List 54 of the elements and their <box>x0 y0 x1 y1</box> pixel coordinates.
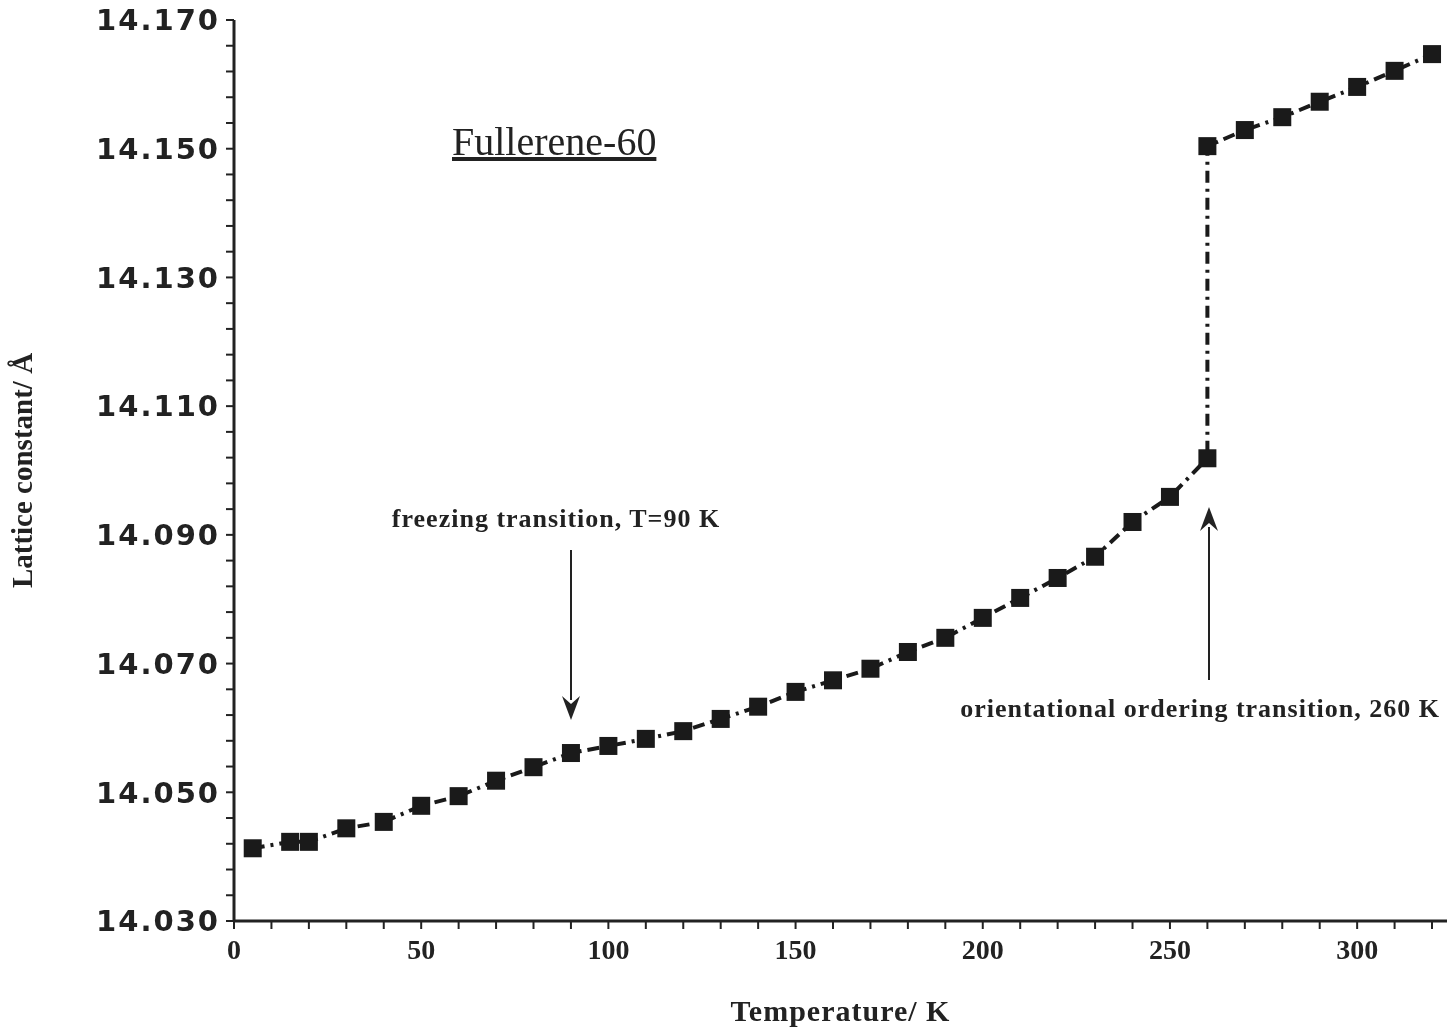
y-axis-title: Lattice constant/ Å <box>6 352 39 589</box>
point <box>561 744 580 763</box>
y-tick-label: 14.130 <box>96 260 220 295</box>
point <box>1235 121 1254 140</box>
y-tick-label: 14.150 <box>96 132 220 167</box>
point <box>374 812 393 831</box>
point <box>1273 108 1292 127</box>
y-tick-label: 14.050 <box>96 775 220 810</box>
annotation: Fullerene-60 <box>452 118 657 165</box>
point <box>1123 512 1142 531</box>
point <box>1310 92 1329 111</box>
point <box>786 682 805 701</box>
x-tick-label: 200 <box>961 933 1004 965</box>
point <box>861 659 880 678</box>
y-tick-label: 14.110 <box>96 389 220 424</box>
point <box>1423 45 1442 64</box>
x-tick-label: 100 <box>587 933 630 965</box>
x-tick-label: 0 <box>227 933 241 965</box>
x-tick-label: 150 <box>774 933 817 965</box>
point <box>1160 487 1179 506</box>
point <box>1086 547 1105 566</box>
point <box>636 729 655 748</box>
point <box>412 796 431 815</box>
point <box>524 758 543 777</box>
point <box>898 642 917 661</box>
point <box>1198 137 1217 156</box>
y-tick-label: 14.070 <box>96 646 220 681</box>
y-tick-label: 14.090 <box>96 518 220 553</box>
point <box>337 819 356 838</box>
point <box>973 608 992 627</box>
annotation: freezing transition, T=90 K <box>391 504 721 533</box>
annotation: orientational ordering transition, 260 K <box>960 694 1440 723</box>
y-tick-label: 14.170 <box>96 3 220 38</box>
point <box>1198 449 1217 468</box>
point <box>1011 588 1030 607</box>
y-tick-label: 14.030 <box>96 904 220 939</box>
point <box>281 832 300 851</box>
point <box>1385 61 1404 80</box>
x-tick-label: 50 <box>407 933 436 965</box>
point <box>243 839 262 858</box>
point <box>299 832 318 851</box>
x-axis-title: Temperature/ K <box>730 994 951 1027</box>
x-tick-label: 250 <box>1148 933 1191 965</box>
x-tick-label: 300 <box>1336 933 1379 965</box>
point <box>449 787 468 806</box>
point <box>599 736 618 755</box>
point <box>674 722 693 741</box>
point <box>1348 77 1367 96</box>
point <box>487 771 506 790</box>
point <box>749 697 768 716</box>
point <box>1048 568 1067 587</box>
point <box>824 671 843 690</box>
point <box>711 709 730 728</box>
point <box>936 628 955 647</box>
